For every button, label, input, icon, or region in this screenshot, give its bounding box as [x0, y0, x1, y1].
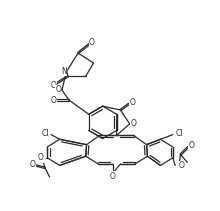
Text: N: N — [61, 67, 67, 76]
Text: O: O — [89, 38, 95, 47]
Text: O: O — [110, 172, 116, 181]
Text: O: O — [37, 153, 43, 162]
Text: O: O — [51, 96, 56, 104]
Text: O: O — [178, 161, 184, 170]
Text: O: O — [51, 81, 56, 90]
Text: O: O — [188, 141, 194, 150]
Text: O: O — [55, 85, 61, 95]
Text: O: O — [131, 119, 136, 128]
Text: O: O — [130, 98, 136, 107]
Text: Cl: Cl — [41, 129, 49, 138]
Text: O: O — [30, 160, 36, 169]
Text: Cl: Cl — [175, 129, 183, 138]
